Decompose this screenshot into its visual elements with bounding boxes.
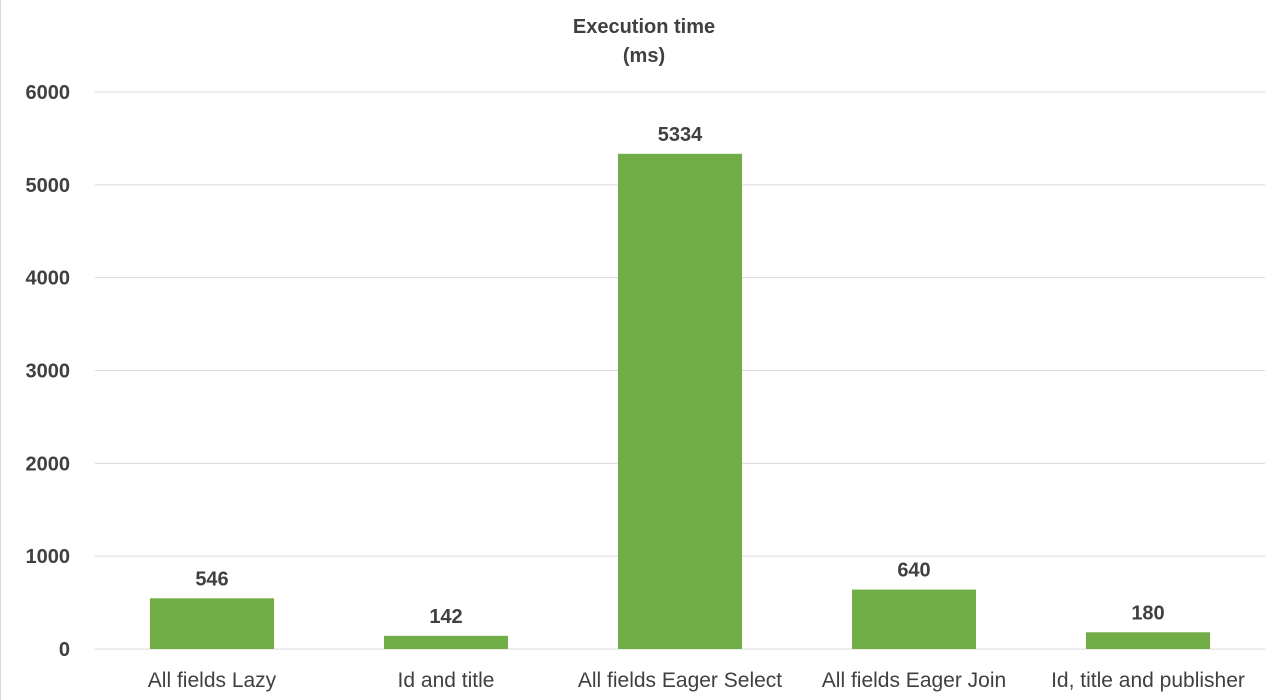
chart-subtitle: (ms) [623, 45, 665, 67]
y-tick-label: 6000 [26, 82, 71, 104]
bars [149, 153, 1211, 649]
y-tick-label: 0 [59, 639, 70, 661]
bar [149, 598, 275, 649]
x-tick-label: Id, title and publisher [1051, 669, 1245, 692]
bar [617, 153, 743, 649]
left-border-line [0, 0, 1, 700]
bar [383, 635, 509, 649]
y-tick-label: 4000 [26, 268, 71, 290]
y-axis-ticks: 0 1000 2000 3000 4000 5000 6000 [26, 82, 71, 661]
x-tick-label: All fields Eager Select [578, 669, 782, 692]
x-tick-label: All fields Lazy [148, 669, 277, 692]
gridlines [95, 91, 1265, 650]
y-tick-label: 1000 [26, 546, 71, 568]
x-axis-ticks: All fields Lazy Id and title All fields Ea… [148, 669, 1245, 692]
data-label: 546 [195, 568, 228, 590]
y-tick-label: 3000 [26, 361, 71, 383]
bar [1085, 632, 1211, 649]
data-label: 640 [897, 560, 930, 582]
data-label: 180 [1131, 602, 1164, 624]
chart-title: Execution time [573, 16, 715, 38]
x-tick-label: All fields Eager Join [822, 669, 1006, 692]
x-tick-label: Id and title [398, 669, 495, 692]
data-labels: 546 142 5334 640 180 [195, 124, 1164, 628]
data-label: 142 [429, 606, 462, 628]
data-label: 5334 [658, 124, 703, 146]
y-tick-label: 5000 [26, 175, 71, 197]
y-tick-label: 2000 [26, 453, 71, 475]
bar [851, 589, 977, 649]
